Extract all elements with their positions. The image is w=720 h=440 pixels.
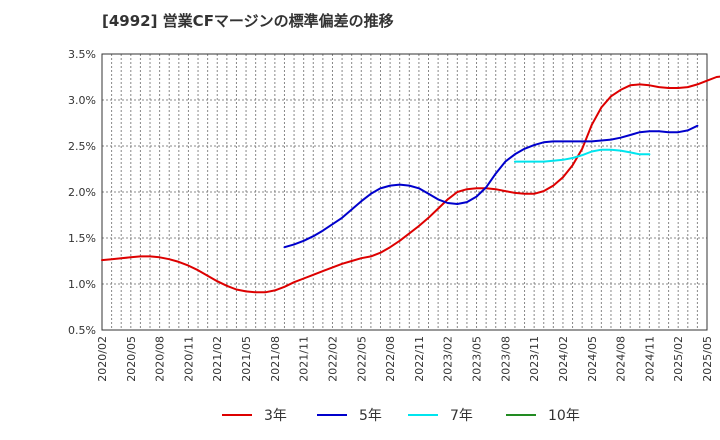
legend-label: 7年 — [450, 408, 473, 424]
x-tick-label: 2023/11 — [528, 336, 541, 382]
x-tick-label: 2022/02 — [326, 336, 339, 382]
x-tick-label: 2020/11 — [182, 336, 195, 382]
series-line — [283, 124, 699, 249]
series-lines — [101, 75, 720, 294]
y-tick-label: 3.0% — [68, 94, 96, 107]
x-tick-label: 2024/08 — [615, 336, 628, 382]
x-tick-label: 2022/05 — [355, 336, 368, 382]
plot-area — [102, 54, 707, 330]
x-tick-label: 2024/05 — [586, 336, 599, 382]
x-tick-label: 2025/02 — [672, 336, 685, 382]
y-tick-label: 1.5% — [68, 232, 96, 245]
plot-background — [102, 54, 707, 330]
x-tick-label: 2021/05 — [240, 336, 253, 382]
legend-label: 3年 — [264, 408, 287, 424]
x-tick-label: 2021/11 — [298, 336, 311, 382]
y-tick-label: 3.5% — [68, 48, 96, 61]
plot-frame — [101, 53, 708, 331]
x-tick-label: 2023/05 — [471, 336, 484, 382]
legend: 3年 5年 7年 10年 — [222, 408, 580, 424]
y-tick-label: 0.5% — [68, 324, 96, 337]
x-tick-label: 2020/08 — [154, 336, 167, 382]
x-tick-label: 2023/08 — [499, 336, 512, 382]
legend-label: 5年 — [359, 408, 382, 424]
series-line — [101, 75, 720, 294]
x-tick-label: 2020/02 — [96, 336, 109, 382]
x-tick-label: 2021/08 — [269, 336, 282, 382]
y-tick-label: 1.0% — [68, 278, 96, 291]
series-line — [513, 148, 651, 163]
y-tick-label: 2.0% — [68, 186, 96, 199]
grid-lines — [102, 54, 707, 330]
x-tick-label: 2020/05 — [125, 336, 138, 382]
x-tick-label: 2024/02 — [557, 336, 570, 382]
x-tick-label: 2024/11 — [643, 336, 656, 382]
x-tick-label: 2022/08 — [384, 336, 397, 382]
y-tick-label: 2.5% — [68, 140, 96, 153]
chart-title: [4992] 営業CFマージンの標準偏差の推移 — [102, 12, 394, 30]
axes: 0.5% 1.0% 1.5% 2.0% 2.5% 3.0% 3.5% 2020/02 2020/… — [68, 48, 714, 382]
x-tick-label: 2025/05 — [701, 336, 714, 382]
legend-label: 10年 — [548, 408, 580, 424]
x-tick-label: 2021/02 — [211, 336, 224, 382]
x-tick-label: 2023/02 — [442, 336, 455, 382]
x-tick-label: 2022/11 — [413, 336, 426, 382]
